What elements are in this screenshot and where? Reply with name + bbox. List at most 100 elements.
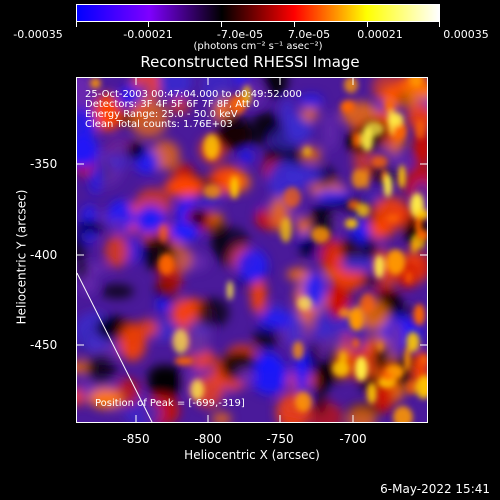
colorbar-tick-label: -0.00035 (13, 28, 63, 41)
image-hotspot (332, 361, 350, 377)
image-blob (215, 115, 253, 150)
image-hotspot (203, 133, 220, 160)
image-blob (233, 78, 249, 86)
image-hotspot (416, 239, 426, 249)
image-hotspot (343, 78, 359, 94)
y-tick-label: -450 (30, 338, 58, 352)
image-hotspot (311, 226, 331, 244)
colorbar-unit: (photons cm⁻² s⁻¹ asec⁻²) (193, 41, 323, 52)
image-blob (301, 104, 318, 122)
image-hotspot (415, 375, 427, 400)
image-hotspot (190, 379, 205, 401)
image-hotspot (387, 112, 404, 127)
image-hotspot (174, 356, 194, 366)
image-blob (77, 132, 99, 168)
image-blob (239, 149, 254, 164)
image-hotspot (377, 340, 384, 352)
image-blob (322, 112, 339, 151)
image-blob (196, 297, 230, 328)
image-blob (382, 156, 412, 169)
image-blob (164, 176, 204, 198)
colorbar-tick-label: -0.00021 (123, 28, 173, 41)
image-blob (372, 345, 391, 374)
footer-timestamp: 6-May-2022 15:41 (380, 482, 490, 496)
image-blob (77, 221, 106, 233)
y-tick-label: -350 (30, 157, 58, 171)
image-blob (134, 205, 166, 234)
image-blob (237, 368, 256, 386)
colorbar-tick-label: -7.0e-05 (216, 28, 264, 41)
image-blob (296, 217, 310, 235)
image-blob (148, 367, 185, 399)
image-blob (236, 248, 268, 283)
image-hotspot (404, 346, 411, 372)
image-blob (167, 222, 200, 242)
x-tick-label: -700 (339, 432, 367, 446)
image-blob (85, 354, 117, 384)
image-blob (298, 93, 324, 109)
info-line-energy: Energy Range: 25.0 - 50.0 keV (85, 109, 238, 120)
plot-title: Reconstructed RHESSI Image (140, 53, 360, 71)
image-blob (371, 78, 405, 103)
image-blob (258, 311, 294, 329)
x-tick-label: -850 (122, 432, 150, 446)
image-hotspot (383, 371, 393, 383)
image-blob (127, 141, 145, 160)
image-hotspot (363, 167, 370, 190)
image-hotspot (393, 406, 413, 422)
image-hotspot (420, 354, 427, 366)
x-axis-label: Heliocentric X (arcsec) (184, 448, 320, 462)
info-line-counts: Clean Total counts: 1.76E+03 (85, 119, 233, 130)
image-hotspot (295, 391, 312, 412)
image-plot: 25-Oct-2003 00:47:04.000 to 00:49:52.000… (76, 77, 428, 423)
image-hotspot (386, 249, 406, 275)
image-blob (355, 212, 368, 247)
image-hotspot (371, 155, 388, 169)
image-blob (104, 235, 130, 268)
image-hotspot (374, 254, 385, 279)
image-blob (419, 252, 427, 278)
colorbar-tick (367, 22, 368, 27)
image-hotspot (404, 270, 413, 285)
x-tick-label: -750 (266, 432, 294, 446)
peak-position: Position of Peak = [-699,-319] (95, 398, 245, 409)
y-axis-label: Heliocentric Y (arcsec) (14, 189, 29, 325)
image-hotspot (361, 127, 374, 152)
axis-ticks (76, 77, 428, 423)
info-line-time: 25-Oct-2003 00:47:04.000 to 00:49:52.000 (85, 89, 302, 100)
image-blob (419, 80, 427, 102)
image-hotspot (90, 78, 101, 89)
image-blob (201, 78, 233, 105)
image-blob (110, 219, 125, 232)
image-blob (77, 78, 95, 112)
image-hotspot (354, 356, 368, 382)
image-hotspot (398, 164, 406, 189)
image-hotspot (280, 217, 292, 243)
image-hotspot (366, 382, 377, 404)
image-blob (316, 306, 330, 341)
image-hotspot (413, 303, 425, 326)
image-hotspot (158, 253, 175, 275)
image-blob (77, 232, 87, 265)
image-blob (286, 268, 311, 281)
image-blob (190, 209, 207, 227)
image-blob (293, 350, 310, 390)
image-blob (373, 196, 408, 231)
image-blob (78, 274, 97, 294)
image-hotspot (226, 280, 234, 300)
image-hotspot (338, 307, 351, 318)
colorbar-tick-label: 0.00021 (357, 28, 403, 41)
rhessi-image (77, 78, 427, 422)
colorbar-tick (221, 22, 222, 27)
image-hotspot (406, 331, 420, 352)
colorbar-tick (294, 22, 295, 27)
image-blob (299, 237, 318, 258)
image-hotspot (159, 224, 167, 244)
image-blob (211, 412, 232, 422)
image-hotspot (409, 78, 424, 88)
info-line-detectors: Detectors: 3F 4F 5F 6F 7F 8F, Att 0 (85, 99, 260, 110)
y-tick-label: -400 (30, 248, 58, 262)
image-hotspot (360, 293, 375, 314)
image-blob (77, 108, 98, 137)
image-blob (252, 112, 281, 131)
